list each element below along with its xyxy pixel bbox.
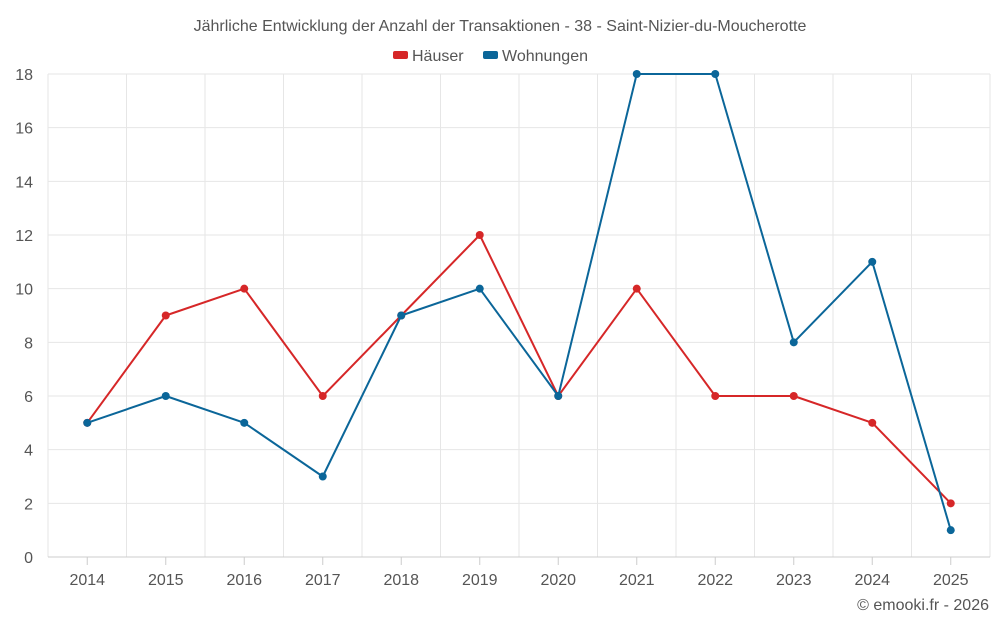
data-point[interactable]: [475, 284, 484, 293]
series-line: [86, 73, 952, 531]
data-point[interactable]: [868, 257, 877, 266]
x-tick-label: 2020: [540, 572, 576, 589]
data-point[interactable]: [475, 231, 484, 239]
data-point[interactable]: [318, 392, 327, 400]
x-tick-label: 2017: [305, 572, 341, 589]
legend-item-haeuser[interactable]: Häuser: [393, 48, 464, 65]
x-tick-label: 2023: [776, 572, 812, 589]
y-tick-label: 18: [15, 67, 33, 84]
series-layer: [83, 70, 955, 535]
y-tick-label: 2: [24, 496, 33, 513]
legend-label: Wohnungen: [502, 48, 588, 65]
data-point[interactable]: [711, 392, 720, 400]
data-point[interactable]: [632, 284, 641, 293]
x-tick-label: 2019: [462, 572, 498, 589]
y-tick-label: 12: [15, 228, 33, 245]
y-tick-label: 4: [24, 443, 33, 460]
x-tick-label: 2015: [148, 572, 184, 589]
legend-item-wohnungen[interactable]: Wohnungen: [483, 48, 588, 65]
data-point[interactable]: [83, 418, 92, 427]
data-point[interactable]: [161, 311, 170, 320]
axes: 0 2 4 6 8 10 12 14 16 18 2014 2015 2016 2017 2018 2019 2…: [15, 67, 990, 589]
chart-legend: Häuser Wohnungen: [393, 48, 588, 65]
y-tick-label: 16: [15, 121, 33, 138]
x-tick-label: 2014: [69, 572, 105, 589]
data-point[interactable]: [789, 392, 798, 400]
data-point[interactable]: [554, 392, 563, 400]
credit-text: © emooki.fr - 2026: [857, 597, 989, 614]
series-wohnungen: [83, 70, 955, 535]
y-tick-label: 6: [24, 389, 33, 406]
legend-swatch: [393, 51, 408, 59]
data-point[interactable]: [711, 70, 720, 78]
y-tick-label: 10: [15, 282, 33, 299]
y-tick-label: 8: [24, 335, 33, 352]
data-point[interactable]: [632, 70, 641, 78]
series-line: [86, 234, 952, 505]
chart-title: Jährliche Entwicklung der Anzahl der Tra…: [194, 18, 807, 35]
x-tick-label: 2018: [383, 572, 419, 589]
data-point[interactable]: [789, 338, 798, 347]
data-point[interactable]: [946, 499, 955, 508]
data-point[interactable]: [240, 418, 249, 427]
x-tick-label: 2021: [619, 572, 655, 589]
grid: [47, 73, 991, 558]
y-tick-label: 0: [24, 550, 33, 567]
data-point[interactable]: [318, 472, 327, 481]
data-point[interactable]: [161, 392, 170, 400]
x-tick-label: 2024: [854, 572, 890, 589]
data-point[interactable]: [868, 418, 877, 427]
data-point[interactable]: [397, 311, 406, 320]
data-point[interactable]: [240, 284, 249, 293]
y-tick-label: 14: [15, 174, 33, 191]
legend-label: Häuser: [412, 48, 464, 65]
x-tick-label: 2025: [933, 572, 969, 589]
data-point[interactable]: [946, 526, 955, 535]
x-tick-label: 2016: [226, 572, 262, 589]
x-tick-label: 2022: [697, 572, 733, 589]
legend-swatch: [483, 51, 498, 59]
